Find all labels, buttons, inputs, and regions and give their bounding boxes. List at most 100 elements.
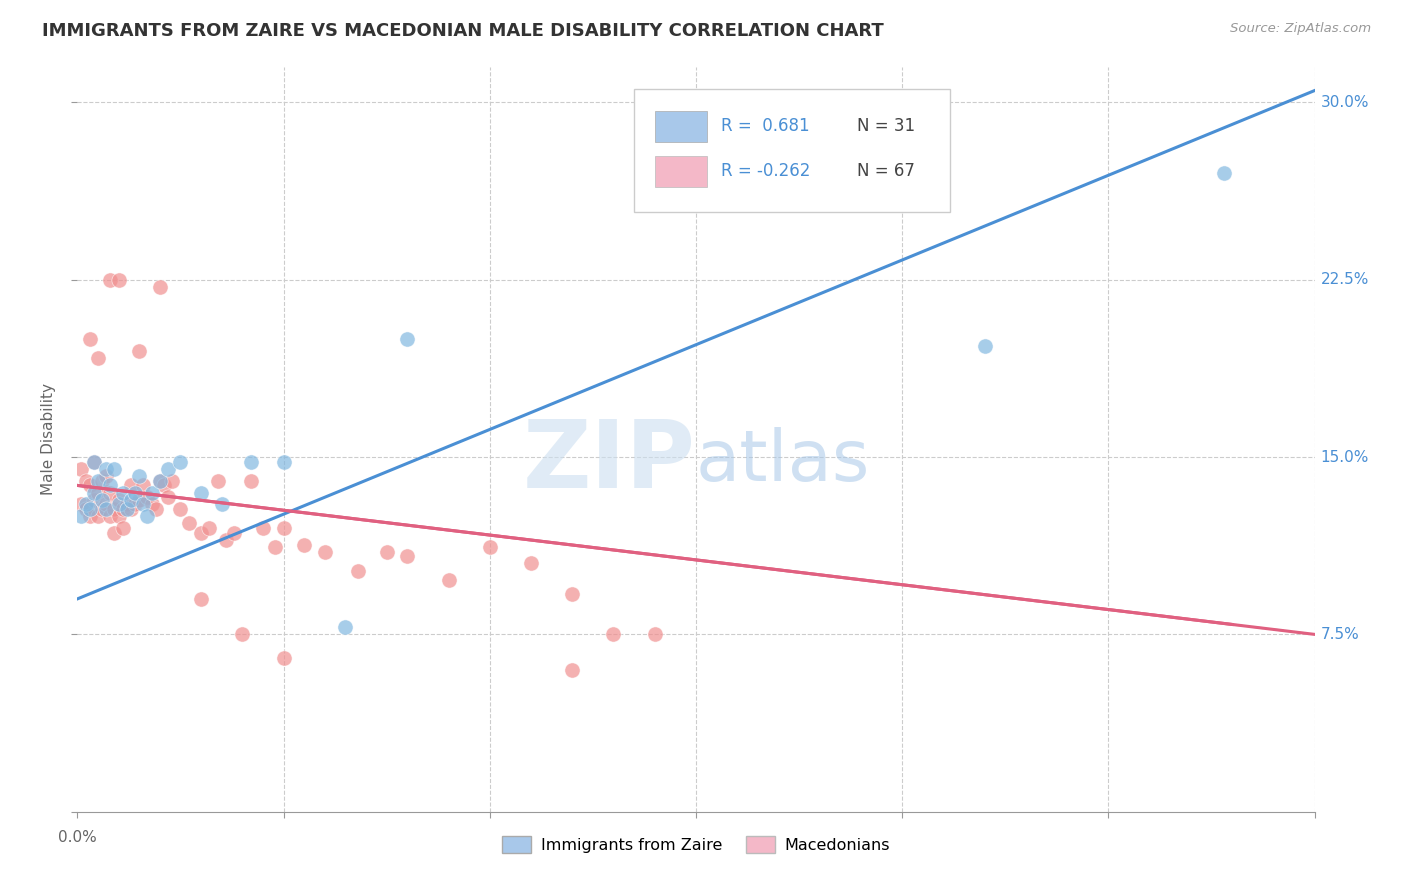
Point <box>141 485 163 500</box>
Point <box>169 455 191 469</box>
Text: IMMIGRANTS FROM ZAIRE VS MACEDONIAN MALE DISABILITY CORRELATION CHART: IMMIGRANTS FROM ZAIRE VS MACEDONIAN MALE… <box>42 22 884 40</box>
Point <box>252 521 274 535</box>
Point <box>132 497 155 511</box>
Point <box>83 455 105 469</box>
Point <box>198 521 221 535</box>
Text: ZIP: ZIP <box>523 416 696 508</box>
Point <box>478 540 501 554</box>
Point <box>79 478 101 492</box>
Point <box>273 455 295 469</box>
Point <box>375 544 398 558</box>
Point <box>264 540 287 554</box>
Point <box>96 497 118 511</box>
Point <box>91 502 114 516</box>
Point <box>561 663 583 677</box>
Point <box>602 627 624 641</box>
Point <box>177 516 200 531</box>
Point <box>190 525 212 540</box>
Point <box>70 497 93 511</box>
Point <box>239 474 262 488</box>
Point <box>107 497 129 511</box>
Point <box>124 485 146 500</box>
Point <box>239 455 262 469</box>
Text: R =  0.681: R = 0.681 <box>721 118 810 136</box>
Point <box>314 544 336 558</box>
Point <box>103 502 125 516</box>
Point <box>149 474 172 488</box>
Point <box>83 485 105 500</box>
Point <box>103 525 125 540</box>
Text: 0.0%: 0.0% <box>58 830 97 846</box>
Point <box>207 474 229 488</box>
Point <box>231 627 253 641</box>
Point <box>98 509 121 524</box>
Text: N = 67: N = 67 <box>856 162 915 180</box>
Point <box>79 502 101 516</box>
Point <box>111 485 134 500</box>
Text: R = -0.262: R = -0.262 <box>721 162 810 180</box>
Legend: Immigrants from Zaire, Macedonians: Immigrants from Zaire, Macedonians <box>496 830 896 860</box>
Point <box>190 485 212 500</box>
Point <box>96 502 118 516</box>
Point <box>70 462 93 476</box>
Point <box>149 474 172 488</box>
Point <box>157 462 180 476</box>
Point <box>520 557 543 571</box>
Point <box>87 474 110 488</box>
Point <box>211 497 233 511</box>
Point <box>222 525 245 540</box>
Point <box>132 478 155 492</box>
Point <box>215 533 238 547</box>
Point <box>98 478 121 492</box>
Point <box>115 497 138 511</box>
Point <box>75 502 97 516</box>
Point <box>111 521 134 535</box>
Point <box>346 564 368 578</box>
Point <box>128 469 150 483</box>
Point <box>87 351 110 365</box>
Point <box>96 469 118 483</box>
Point <box>83 455 105 469</box>
Point <box>98 485 121 500</box>
Text: 30.0%: 30.0% <box>1320 95 1369 110</box>
Text: Source: ZipAtlas.com: Source: ZipAtlas.com <box>1230 22 1371 36</box>
Bar <box>655 155 707 186</box>
Point <box>120 478 142 492</box>
Point <box>644 627 666 641</box>
Point <box>107 509 129 524</box>
Point <box>115 502 138 516</box>
Point <box>437 573 460 587</box>
Point <box>111 502 134 516</box>
Text: 15.0%: 15.0% <box>1320 450 1369 465</box>
Text: N = 31: N = 31 <box>856 118 915 136</box>
Bar <box>655 111 707 142</box>
Text: 7.5%: 7.5% <box>1320 627 1360 642</box>
Point <box>107 273 129 287</box>
Point <box>141 497 163 511</box>
Point <box>335 620 357 634</box>
Point <box>98 273 121 287</box>
Point <box>87 509 110 524</box>
Point <box>136 490 159 504</box>
Point <box>75 497 97 511</box>
Point <box>128 492 150 507</box>
Point <box>145 502 167 516</box>
Point <box>396 332 419 346</box>
Point <box>128 343 150 358</box>
Point <box>157 490 180 504</box>
Point <box>96 462 118 476</box>
Point <box>160 474 183 488</box>
Point <box>169 502 191 516</box>
Point <box>396 549 419 564</box>
Text: atlas: atlas <box>696 427 870 496</box>
Point <box>87 485 110 500</box>
Point <box>273 521 295 535</box>
Point <box>124 497 146 511</box>
Point <box>70 509 93 524</box>
Point <box>83 492 105 507</box>
Point <box>149 280 172 294</box>
Point <box>120 492 142 507</box>
Point <box>190 591 212 606</box>
Point <box>120 502 142 516</box>
FancyBboxPatch shape <box>634 89 949 212</box>
